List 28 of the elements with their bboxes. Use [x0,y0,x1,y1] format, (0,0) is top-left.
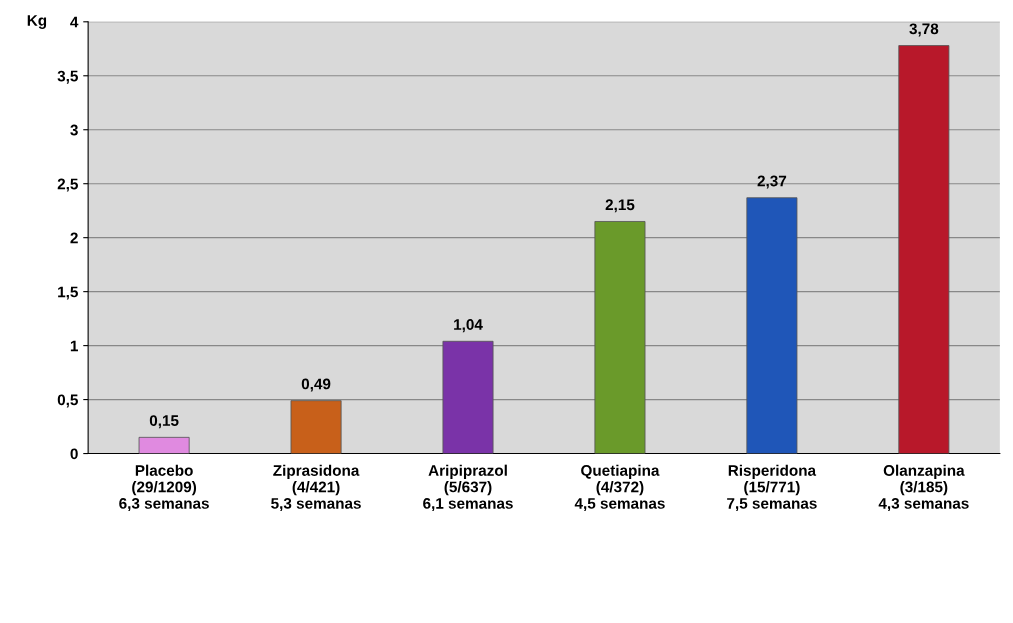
y-tick-label: 3,5 [57,70,78,84]
bar [746,197,798,454]
y-tick-label: 2 [70,232,78,244]
y-axis-title: Kg [27,15,47,29]
data-label: 0,15 [149,415,179,429]
bar [898,45,950,454]
x-tick-label: Placebo (29/1209) 6,3 semanas [119,464,209,511]
x-tick-label: Olanzapina (3/185) 4,3 semanas [878,464,969,511]
y-tick-label: 1 [70,340,78,352]
bar [290,400,342,454]
data-label: 2,37 [757,175,787,189]
x-tick-label: Quetiapina (4/372) 4,5 semanas [574,464,665,511]
y-tick-label: 0 [70,448,78,460]
x-tick-label: Ziprasidona (4/421) 5,3 semanas [271,464,361,511]
data-label: 0,49 [301,378,331,392]
data-label: 2,15 [605,199,635,213]
bar [442,340,494,454]
data-label: 1,04 [454,319,483,333]
y-tick-label: 4 [70,16,79,28]
bar [138,436,190,454]
y-tick-label: 1,5 [58,286,78,300]
y-tick-label: 0,5 [57,394,78,408]
bar [594,221,646,454]
x-tick-label: Aripiprazol (5/637) 6,1 semanas [423,464,513,511]
y-tick-label: 2,5 [57,178,78,192]
x-tick-label: Risperidona (15/771) 7,5 semanas [727,464,817,511]
data-label: 3,78 [909,23,939,37]
y-tick-label: 3 [70,124,78,136]
